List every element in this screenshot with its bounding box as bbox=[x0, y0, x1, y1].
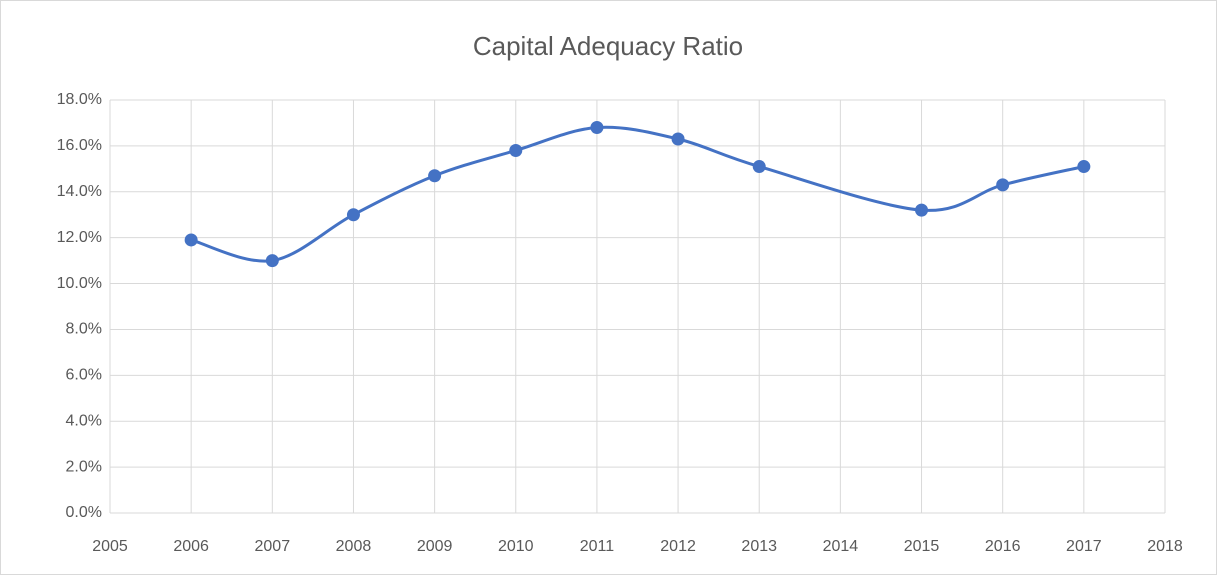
point bbox=[671, 132, 685, 146]
y-tick-label: 8.0% bbox=[66, 321, 102, 338]
x-tick-label: 2015 bbox=[904, 538, 940, 555]
point bbox=[509, 143, 523, 157]
x-tick-label: 2009 bbox=[417, 538, 453, 555]
x-tick-label: 2006 bbox=[173, 538, 209, 555]
x-tick-label: 2012 bbox=[660, 538, 696, 555]
chart-title: Capital Adequacy Ratio bbox=[473, 31, 743, 61]
y-tick-label: 18.0% bbox=[57, 91, 102, 108]
y-tick-label: 6.0% bbox=[66, 367, 102, 384]
y-tick-label: 0.0% bbox=[66, 504, 102, 521]
point bbox=[915, 203, 929, 217]
x-tick-label: 2014 bbox=[823, 538, 859, 555]
point bbox=[184, 233, 198, 247]
point bbox=[265, 254, 279, 268]
x-tick-label: 2016 bbox=[985, 538, 1021, 555]
x-tick-label: 2010 bbox=[498, 538, 534, 555]
x-tick-label: 2018 bbox=[1147, 538, 1183, 555]
point bbox=[590, 121, 604, 135]
x-tick-label: 2007 bbox=[255, 538, 291, 555]
y-tick-label: 2.0% bbox=[66, 458, 102, 475]
x-tick-label: 2008 bbox=[336, 538, 372, 555]
y-tick-label: 16.0% bbox=[57, 137, 102, 154]
y-tick-label: 12.0% bbox=[57, 229, 102, 246]
x-tick-label: 2013 bbox=[741, 538, 777, 555]
y-tick-label: 4.0% bbox=[66, 412, 102, 429]
point bbox=[428, 169, 442, 183]
point bbox=[1077, 160, 1091, 174]
point bbox=[996, 178, 1010, 192]
point bbox=[346, 208, 360, 222]
x-tick-label: 2017 bbox=[1066, 538, 1102, 555]
y-tick-label: 14.0% bbox=[57, 183, 102, 200]
x-tick-label: 2005 bbox=[92, 538, 128, 555]
line bbox=[190, 125, 1085, 263]
point bbox=[752, 160, 766, 174]
y-tick-label: 10.0% bbox=[57, 275, 102, 292]
x-tick-label: 2011 bbox=[580, 538, 615, 555]
